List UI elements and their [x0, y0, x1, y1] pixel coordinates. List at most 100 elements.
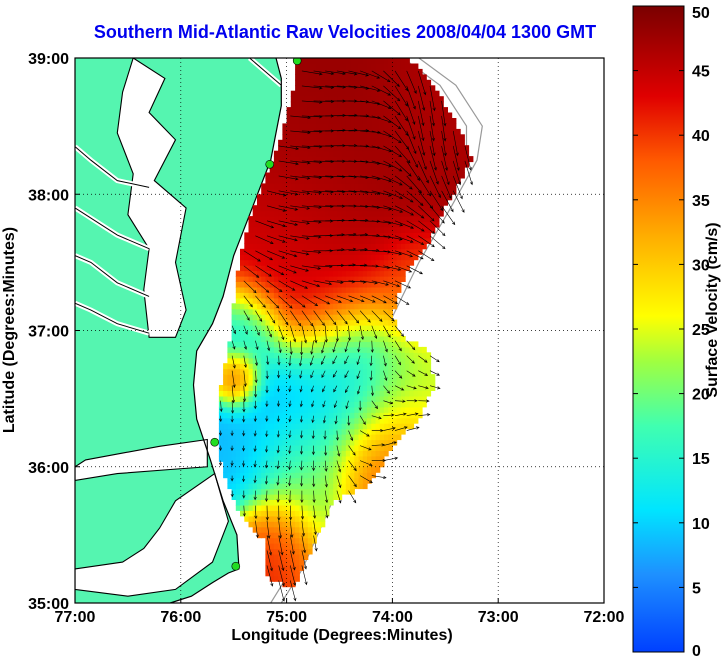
- heatmap-cell: [303, 216, 309, 223]
- heatmap-cell: [375, 303, 381, 310]
- heatmap-cell: [405, 96, 410, 103]
- heatmap-cell: [257, 194, 262, 201]
- heatmap-cell: [295, 374, 300, 381]
- heatmap-cell: [341, 336, 347, 342]
- heatmap-cell: [252, 412, 258, 419]
- heatmap-cell: [337, 96, 343, 103]
- heatmap-cell: [392, 357, 398, 364]
- heatmap-cell: [345, 177, 351, 184]
- heatmap-cell: [320, 330, 326, 337]
- heatmap-cell: [312, 58, 317, 64]
- heatmap-cell: [337, 177, 343, 184]
- heatmap-cell: [417, 96, 423, 103]
- heatmap-cell: [295, 276, 300, 282]
- heatmap-cell: [371, 194, 376, 201]
- heatmap-cell: [396, 112, 402, 119]
- heatmap-cell: [316, 237, 321, 244]
- heatmap-cell: [430, 101, 436, 108]
- heatmap-cell: [278, 379, 283, 386]
- velocity-arrow: [276, 445, 280, 454]
- heatmap-cell: [307, 543, 313, 550]
- heatmap-cell: [375, 139, 381, 146]
- heatmap-cell: [231, 423, 237, 430]
- heatmap-cell: [400, 161, 406, 168]
- heatmap-cell: [295, 232, 300, 239]
- velocity-arrow: [418, 235, 435, 248]
- velocity-arrow: [288, 370, 292, 379]
- heatmap-cell: [400, 417, 406, 424]
- heatmap-cell: [430, 156, 436, 163]
- heatmap-cell: [405, 341, 410, 348]
- velocity-arrow: [394, 100, 408, 122]
- heatmap-cell: [358, 161, 364, 168]
- heatmap-cell: [434, 205, 440, 212]
- heatmap-cell: [362, 194, 368, 201]
- heatmap-cell: [244, 390, 250, 397]
- heatmap-cell: [316, 510, 321, 517]
- heatmap-cell: [273, 194, 279, 201]
- heatmap-cell: [375, 237, 381, 244]
- heatmap-cell: [278, 352, 283, 359]
- heatmap-cell: [396, 101, 402, 108]
- heatmap-cell: [282, 423, 288, 430]
- heatmap-cell: [261, 477, 266, 484]
- heatmap-cell: [409, 352, 415, 359]
- heatmap-cell: [337, 336, 343, 342]
- heatmap-cell: [299, 156, 305, 163]
- heatmap-cell: [290, 227, 296, 233]
- heatmap-cell: [375, 227, 381, 233]
- heatmap-cell: [426, 374, 432, 381]
- heatmap-cell: [434, 112, 440, 119]
- heatmap-cell: [417, 385, 423, 391]
- heatmap-cell: [371, 123, 376, 130]
- heatmap-cell: [303, 188, 309, 195]
- heatmap-cell: [371, 445, 376, 451]
- heatmap-cell: [383, 74, 389, 81]
- heatmap-cell: [248, 439, 254, 446]
- heatmap-cell: [362, 112, 368, 119]
- heatmap-cell: [350, 368, 355, 375]
- velocity-arrow: [299, 460, 304, 471]
- heatmap-cell: [303, 270, 309, 277]
- heatmap-cell: [244, 406, 250, 413]
- heatmap-cell: [371, 428, 376, 435]
- heatmap-cell: [328, 406, 334, 413]
- heatmap-cell: [354, 248, 360, 255]
- heatmap-cell: [350, 308, 355, 315]
- heatmap-cell: [375, 346, 381, 353]
- heatmap-cell: [422, 139, 427, 146]
- velocity-arrow: [313, 505, 317, 519]
- heatmap-cell: [379, 58, 385, 64]
- heatmap-cell: [282, 368, 288, 375]
- heatmap-cell: [422, 74, 427, 81]
- heatmap-cell: [295, 107, 300, 114]
- heatmap-cell: [451, 139, 457, 146]
- heatmap-cell: [316, 259, 321, 266]
- heatmap-cell: [400, 128, 406, 135]
- heatmap-cell: [269, 232, 275, 239]
- heatmap-cell: [362, 297, 368, 304]
- velocity-arrow: [345, 400, 349, 410]
- heatmap-cell: [447, 112, 453, 119]
- heatmap-cell: [282, 237, 288, 244]
- heatmap-cell: [282, 390, 288, 397]
- heatmap-cell: [426, 145, 432, 152]
- heatmap-cell: [345, 374, 351, 381]
- heatmap-cell: [422, 167, 427, 173]
- heatmap-cell: [409, 183, 415, 190]
- heatmap-cell: [223, 385, 228, 391]
- heatmap-cell: [240, 352, 245, 359]
- heatmap-cell: [295, 199, 300, 206]
- heatmap-cell: [371, 276, 376, 282]
- heatmap-cell: [358, 128, 364, 135]
- heatmap-cell: [227, 341, 233, 348]
- heatmap-cell: [286, 150, 292, 157]
- velocity-arrow: [383, 130, 402, 144]
- heatmap-cell: [447, 172, 453, 179]
- heatmap-cell: [375, 58, 381, 64]
- heatmap-cell: [345, 455, 351, 462]
- heatmap-cell: [422, 101, 427, 108]
- heatmap-cell: [324, 401, 330, 408]
- heatmap-cell: [354, 96, 360, 103]
- colorbar-tick-label: 20: [692, 387, 710, 404]
